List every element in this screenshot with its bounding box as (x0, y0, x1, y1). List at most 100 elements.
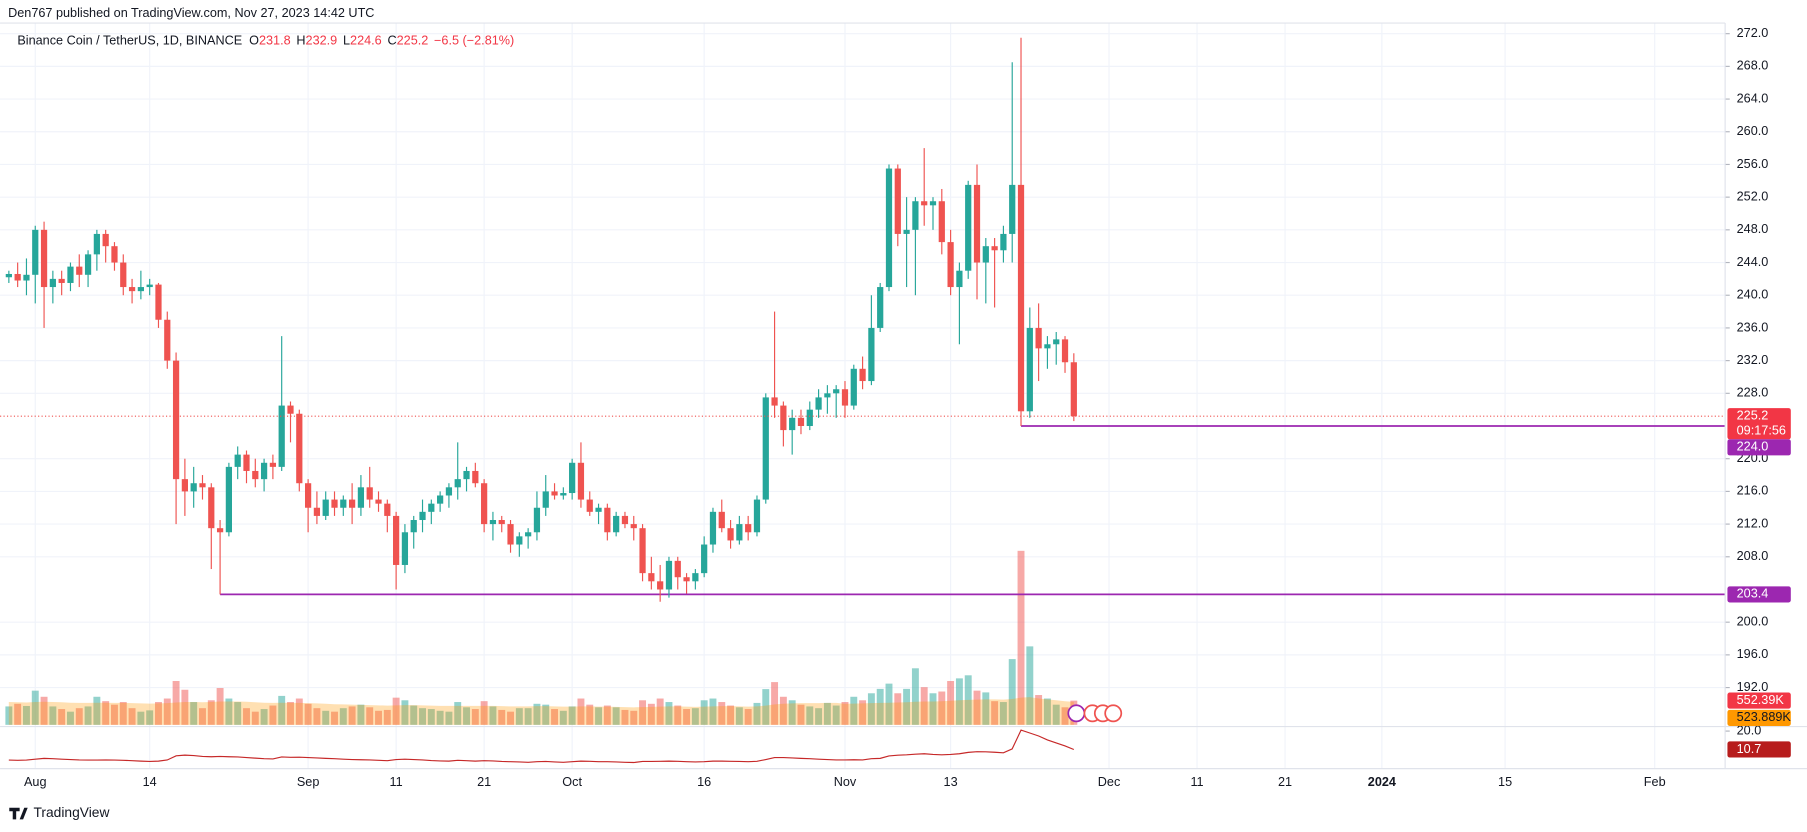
high-value: 232.9 (306, 34, 338, 48)
candle-body (525, 532, 532, 537)
candle-body (313, 507, 321, 516)
candle-body (894, 168, 901, 234)
volume-bar (894, 693, 902, 725)
volume-bar (718, 702, 726, 725)
volume-bar (172, 681, 180, 725)
candle-body (630, 524, 637, 529)
candle-body (269, 462, 277, 467)
candle-body (393, 515, 400, 565)
volume-bar (278, 695, 286, 725)
volume-bar (621, 709, 629, 725)
volume-bar (331, 711, 338, 725)
candle-body (938, 201, 945, 243)
candle-body (357, 487, 365, 508)
open-letter: O (249, 34, 259, 48)
volume-bar (137, 711, 145, 725)
volume-ma-area (8, 697, 1074, 725)
candle-body (797, 417, 805, 427)
footer-brand: TradingView (33, 804, 110, 820)
volume-bar (788, 700, 796, 725)
candle-body (1017, 184, 1025, 412)
volume-bar (964, 675, 972, 725)
candle-body (859, 368, 866, 382)
candle-body (1061, 339, 1069, 363)
candle-body (40, 229, 48, 288)
candle-body (516, 536, 523, 545)
candle-body (120, 262, 127, 288)
candle-body (216, 528, 224, 533)
candle-body (551, 491, 558, 496)
volume-bar (49, 706, 57, 725)
candle-body (472, 470, 479, 484)
volume-bar (797, 704, 805, 725)
y-tick-label: 256.0 (1737, 157, 1769, 171)
x-tick-label: 21 (1278, 775, 1292, 789)
volume-bar (128, 708, 136, 725)
volume-bar (75, 708, 83, 725)
candle-body (745, 524, 752, 533)
candle-body (111, 246, 118, 263)
volume-bar (313, 708, 321, 725)
candle-body (322, 499, 329, 516)
volume-bar (779, 696, 787, 725)
event-icons (1067, 704, 1123, 723)
volume-bar (119, 702, 127, 725)
candle-body (947, 242, 954, 288)
axis-labels: 272.0 268.0 264.0 260.0 256.0 252.0 248.0 244.0… (24, 26, 1791, 789)
x-tick-label: 16 (697, 775, 711, 789)
volume-box (1727, 692, 1791, 709)
candle-body (14, 273, 21, 281)
candle-body (709, 511, 717, 545)
volume-bar (410, 705, 418, 725)
volume-bar (524, 708, 532, 725)
volume-bar (480, 701, 488, 725)
candle-body (252, 470, 259, 480)
volume-bar (1052, 704, 1060, 725)
volume-bar (23, 705, 30, 725)
level-box (1727, 586, 1791, 603)
x-tick-label: 2024 (1368, 775, 1396, 789)
volume-bar (1035, 695, 1043, 725)
candle-body (586, 499, 593, 512)
candle-body (243, 454, 250, 471)
candle-body (76, 266, 83, 275)
volume-bar (1043, 698, 1051, 725)
volume-bar (700, 700, 708, 725)
volume-bar (586, 704, 594, 725)
volume-bar (207, 700, 215, 725)
candle-body (868, 327, 875, 382)
volume-bar (304, 703, 312, 725)
candle-body (49, 278, 56, 288)
volume-bar (58, 709, 66, 725)
indicator-tick-label: 20.0 (1737, 723, 1762, 737)
volume-bar (498, 709, 506, 725)
volume-bar (260, 709, 268, 725)
y-tick-label: 240.0 (1737, 288, 1769, 302)
volume-bar (806, 706, 814, 725)
candle-body (1053, 339, 1060, 345)
candle-body (190, 483, 197, 492)
level-label: 203.4 (1737, 587, 1769, 601)
candle-body (1000, 233, 1007, 251)
volume-bar (665, 702, 673, 725)
candle-body (384, 503, 391, 516)
volume-bar (595, 707, 603, 725)
volume-bar (911, 668, 919, 725)
volume-ma-box (1727, 709, 1791, 726)
volume-bar (155, 702, 162, 725)
volume-bar (392, 697, 400, 725)
candle-body (806, 409, 813, 427)
volume-bar (735, 707, 743, 725)
candle-body (736, 524, 743, 541)
legend: Binance Coin / TetherUS, 1D, BINANCE O231… (17, 34, 514, 48)
footer-logo (9, 807, 28, 820)
volume-bar (947, 681, 955, 725)
candle-body (410, 520, 417, 533)
candle-body (727, 528, 734, 541)
candle-body (375, 499, 382, 504)
volume-bar (674, 705, 682, 725)
volume-bar (463, 707, 470, 725)
volume-bar (691, 708, 699, 725)
candle-body (991, 246, 998, 251)
volume-bar (612, 707, 620, 725)
